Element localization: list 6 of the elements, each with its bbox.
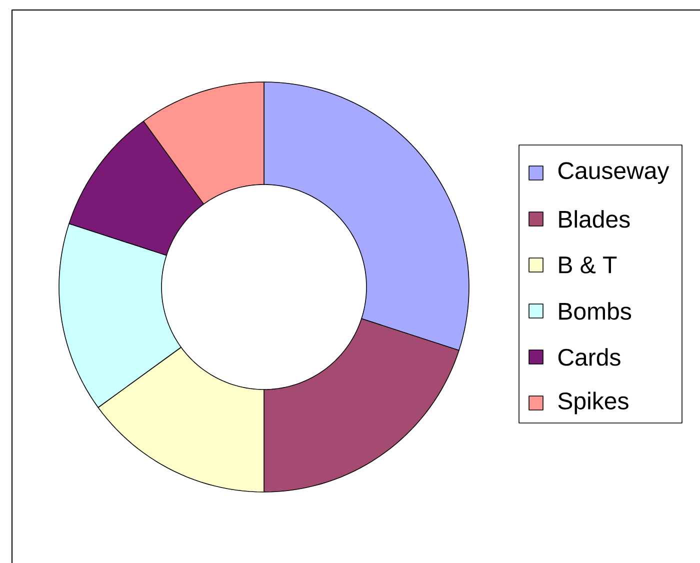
legend-label: Cards [558, 348, 620, 366]
legend-label: Blades [559, 210, 630, 228]
legend-label: Spikes [558, 392, 628, 414]
legend-label: B & T [559, 256, 617, 274]
legend-label: Bombs [559, 302, 632, 320]
legend-label: Causeway [558, 162, 670, 184]
